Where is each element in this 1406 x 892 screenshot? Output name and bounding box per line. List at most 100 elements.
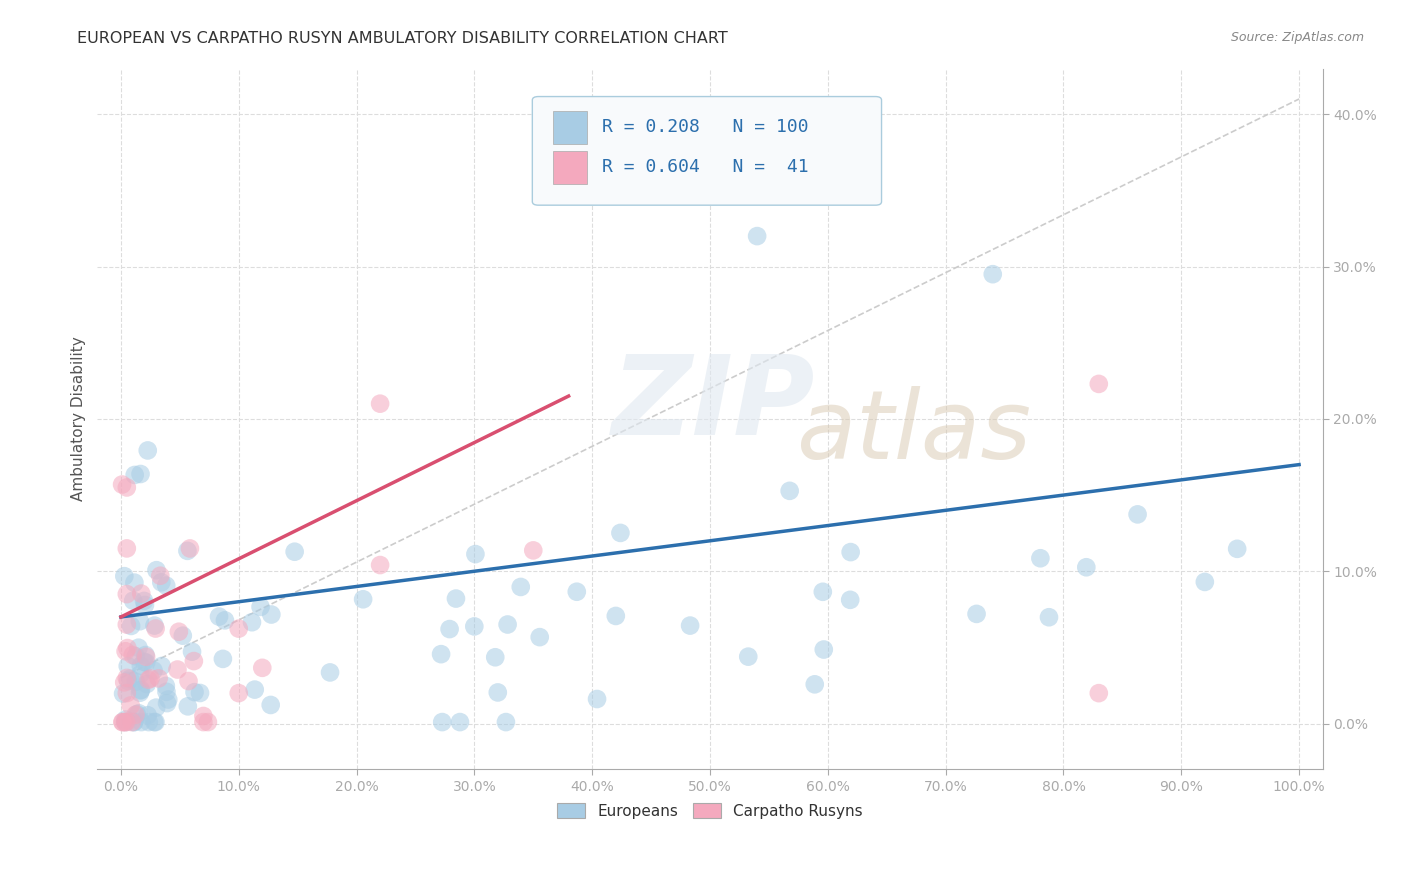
Point — [586, 692, 609, 706]
Point — [609, 525, 631, 540]
Point — [352, 592, 374, 607]
Point — [155, 685, 177, 699]
Point — [115, 541, 138, 556]
Point — [183, 654, 205, 668]
Point — [120, 672, 142, 686]
Point — [1088, 376, 1111, 391]
Point — [605, 609, 627, 624]
Point — [135, 648, 157, 662]
Point — [813, 642, 835, 657]
Point — [214, 613, 236, 627]
Point — [260, 607, 283, 622]
Point — [129, 682, 152, 697]
Point — [135, 656, 157, 670]
Point — [125, 649, 148, 664]
Point — [522, 543, 544, 558]
Point — [1194, 574, 1216, 589]
Point — [966, 607, 988, 621]
Point — [134, 598, 156, 612]
Point — [679, 618, 702, 632]
Point — [1226, 541, 1249, 556]
Point — [112, 675, 135, 690]
Point — [132, 594, 155, 608]
Point — [803, 677, 825, 691]
Point — [145, 563, 167, 577]
Point — [509, 580, 531, 594]
Point — [129, 586, 152, 600]
Point — [124, 707, 146, 722]
Point — [125, 674, 148, 689]
Point — [111, 715, 134, 730]
Point — [529, 630, 551, 644]
Point — [464, 547, 486, 561]
Point — [117, 641, 139, 656]
Point — [138, 715, 160, 730]
Point — [149, 568, 172, 582]
Point — [128, 640, 150, 655]
Point — [129, 467, 152, 481]
Point — [486, 685, 509, 699]
Point — [177, 673, 200, 688]
Point — [183, 685, 205, 699]
Point — [112, 569, 135, 583]
Point — [444, 591, 467, 606]
Point — [228, 686, 250, 700]
Point — [114, 713, 136, 727]
Point — [129, 683, 152, 698]
Point — [439, 622, 461, 636]
Point — [135, 649, 157, 664]
Point — [114, 644, 136, 658]
Point — [143, 618, 166, 632]
Point — [114, 715, 136, 730]
Point — [208, 609, 231, 624]
Point — [319, 665, 342, 680]
Point — [129, 686, 152, 700]
Point — [143, 715, 166, 730]
Point — [368, 558, 391, 572]
Point — [155, 679, 177, 693]
Point — [484, 650, 506, 665]
Point — [122, 593, 145, 607]
Point — [197, 715, 219, 730]
Point — [1088, 686, 1111, 700]
Point — [145, 715, 167, 730]
Point — [176, 544, 198, 558]
Point — [167, 624, 190, 639]
Y-axis label: Ambulatory Disability: Ambulatory Disability — [72, 336, 86, 501]
Point — [212, 652, 235, 666]
Point — [839, 545, 862, 559]
Point — [284, 545, 307, 559]
Point — [839, 592, 862, 607]
Point — [745, 229, 768, 244]
Point — [430, 647, 453, 661]
Point — [166, 663, 188, 677]
Point — [142, 664, 165, 678]
Point — [120, 698, 142, 713]
Text: atlas: atlas — [796, 386, 1031, 479]
Point — [131, 715, 153, 730]
Point — [260, 698, 283, 712]
Point — [112, 687, 135, 701]
Point — [145, 700, 167, 714]
Point — [111, 477, 134, 491]
Text: R = 0.604   N =  41: R = 0.604 N = 41 — [602, 158, 808, 176]
Point — [811, 584, 834, 599]
FancyBboxPatch shape — [553, 151, 588, 184]
Point — [136, 443, 159, 458]
Point — [117, 673, 139, 688]
Point — [181, 645, 204, 659]
Point — [115, 480, 138, 494]
Point — [449, 715, 471, 730]
Point — [188, 686, 211, 700]
Point — [115, 617, 138, 632]
Point — [135, 677, 157, 691]
Text: R = 0.208   N = 100: R = 0.208 N = 100 — [602, 118, 808, 136]
Point — [115, 715, 138, 730]
Point — [981, 267, 1004, 281]
Point — [121, 648, 143, 662]
Point — [252, 661, 274, 675]
Text: ZIP: ZIP — [612, 351, 815, 458]
Point — [145, 622, 167, 636]
Point — [150, 575, 173, 590]
Point — [496, 617, 519, 632]
